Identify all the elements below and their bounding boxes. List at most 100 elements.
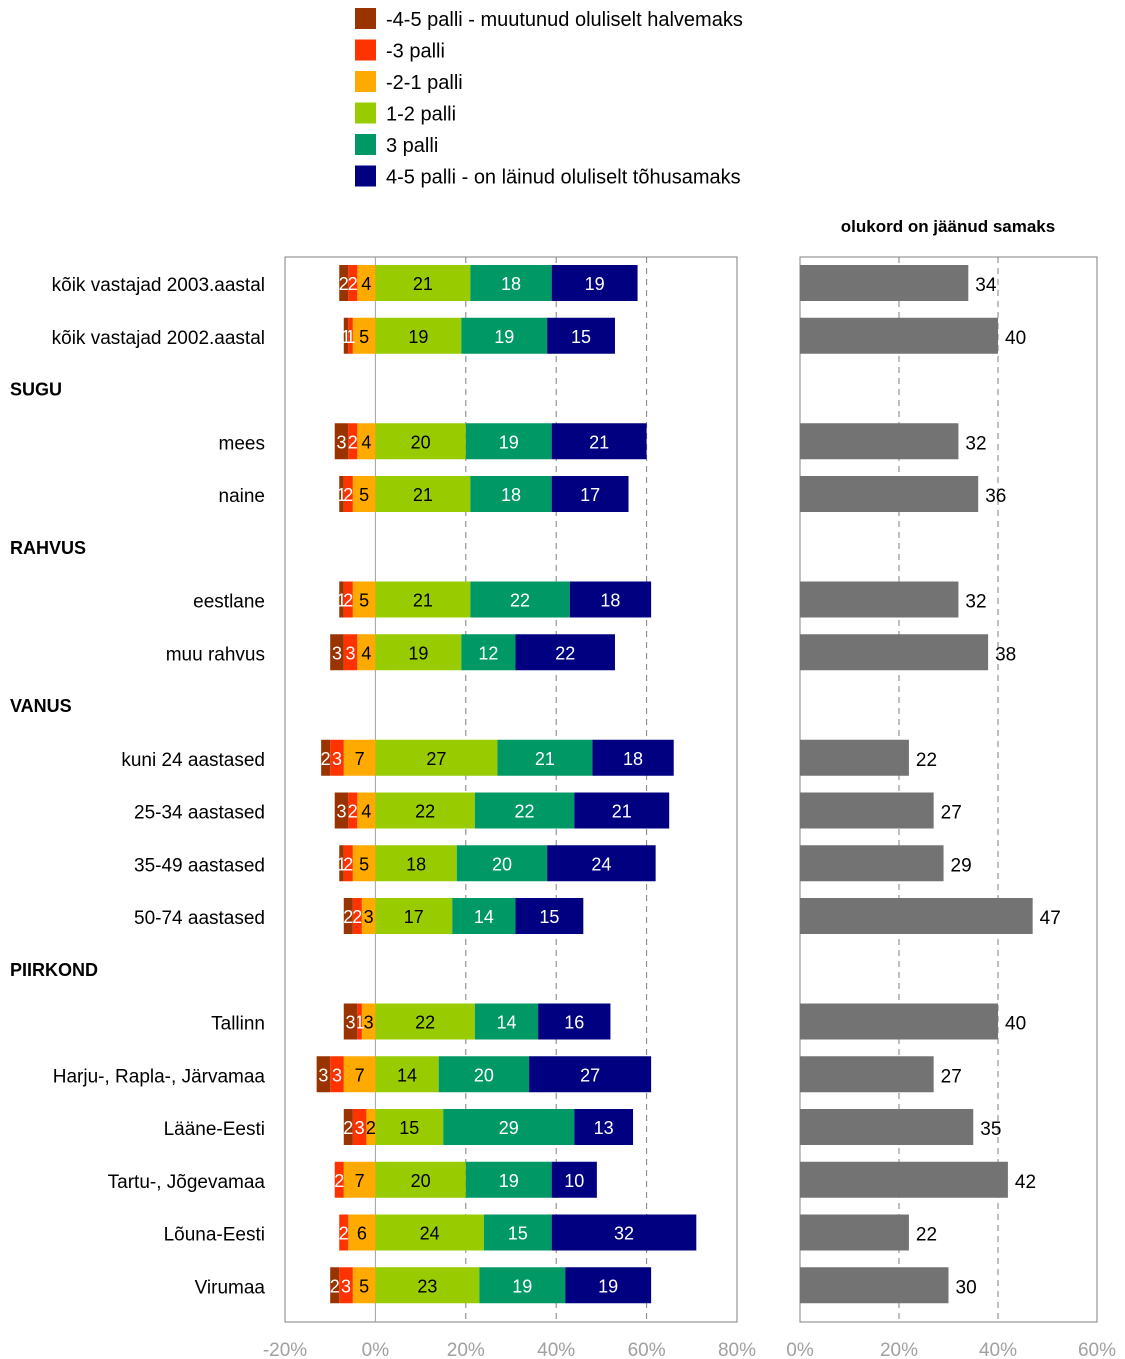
bar-segment — [375, 317, 462, 354]
bar-segment — [357, 423, 376, 460]
bar-segment — [375, 1109, 444, 1145]
bar-segment-label: 32 — [614, 1224, 634, 1244]
bar-segment — [352, 1109, 367, 1145]
category-label: kõik vastajad 2003.aastal — [52, 275, 265, 296]
bar-segment-label: 2 — [321, 749, 331, 769]
bar-segment — [361, 1003, 376, 1040]
category-label: muu rahvus — [166, 644, 265, 665]
same-bar-value-label: 32 — [965, 433, 986, 454]
bar-segment-label: 1 — [336, 591, 346, 611]
bar-segment — [348, 317, 353, 354]
same-bar-value-label: 22 — [916, 750, 937, 771]
bar-segment-label: 19 — [408, 643, 428, 663]
x-tick-label: 20% — [447, 1340, 485, 1359]
bar-segment — [339, 265, 349, 301]
bar-segment — [474, 792, 575, 829]
legend-swatch — [355, 39, 376, 61]
bar-segment-label: 14 — [397, 1065, 417, 1085]
bar-segment-label: 29 — [499, 1118, 519, 1138]
bar-segment-label: 4 — [361, 274, 371, 294]
bar-segment — [357, 634, 376, 671]
category-label: Tartu-, Jõgevamaa — [108, 1172, 266, 1193]
x-tick-label: 60% — [628, 1340, 666, 1359]
legend-label: 3 palli — [386, 135, 438, 157]
category-label: 35-49 aastased — [134, 855, 265, 876]
bar-segment — [375, 265, 471, 301]
bar-segment-label: 21 — [535, 749, 555, 769]
bar-segment — [348, 1214, 376, 1251]
bar-segment — [375, 739, 498, 776]
bar-segment — [339, 845, 344, 882]
bar-segment — [443, 1109, 575, 1145]
same-bar — [800, 581, 959, 618]
right-chart-title: olukord on jäänud samaks — [841, 217, 1055, 236]
bar-segment-label: 19 — [499, 432, 519, 452]
bar-segment-label: 2 — [330, 1276, 340, 1296]
bar-segment — [461, 317, 548, 354]
same-bar — [800, 1056, 934, 1093]
bar-segment-label: 2 — [343, 854, 353, 874]
bar-segment — [551, 476, 629, 512]
bar-segment-label: 3 — [346, 1013, 356, 1033]
bar-segment-label: 5 — [359, 1276, 369, 1296]
bar-segment-label: 3 — [364, 907, 374, 927]
bar-segment — [357, 1003, 362, 1040]
bar-segment-label: 15 — [571, 327, 591, 347]
bar-segment — [515, 898, 584, 934]
bar-segment — [348, 423, 358, 460]
bar-segment — [479, 1267, 566, 1304]
bar-segment-label: 18 — [623, 749, 643, 769]
bar-segment-label: 1 — [341, 327, 351, 347]
category-label: Tallinn — [211, 1014, 265, 1035]
bar-segment — [456, 845, 548, 882]
bar-segment — [343, 898, 353, 934]
legend-label: -3 palli — [386, 41, 445, 63]
bar-segment-label: 18 — [501, 274, 521, 294]
bar-segment-label: 20 — [474, 1065, 494, 1085]
x-tick-label: 20% — [880, 1340, 918, 1359]
bar-segment-label: 4 — [361, 643, 371, 663]
category-label: mees — [219, 433, 265, 454]
bar-segment — [334, 1161, 344, 1198]
category-labels: kõik vastajad 2003.aastal kõik vastajad 2… — [10, 275, 265, 1298]
bar-segment-label: 2 — [334, 1171, 344, 1191]
legend: -4-5 palli - muutunud oluliselt halvemak… — [355, 8, 743, 189]
bar-segment-label: 20 — [411, 432, 431, 452]
bar-segment — [461, 634, 516, 671]
bar-segment-label: 1 — [346, 327, 356, 347]
category-label: naine — [219, 486, 266, 507]
bar-segment-label: 18 — [406, 854, 426, 874]
bar-segment-label: 20 — [411, 1171, 431, 1191]
bar-segment-label: 22 — [515, 802, 535, 822]
bar-segment-label: 2 — [343, 485, 353, 505]
bar-segment — [343, 317, 349, 354]
same-bar — [800, 1003, 998, 1040]
bar-segment — [551, 1161, 597, 1198]
bar-segment-label: 3 — [332, 643, 342, 663]
bar-segment — [465, 423, 552, 460]
bar-segment — [339, 1267, 353, 1304]
bar-segment — [343, 1161, 376, 1198]
bar-segment — [438, 1056, 530, 1093]
bar-segment — [330, 1056, 344, 1093]
bar-segment-label: 3 — [336, 432, 346, 452]
bar-segment — [470, 265, 552, 301]
same-bar — [800, 423, 959, 460]
legend-label: 1-2 palli — [386, 104, 456, 126]
bar-segment-label: 17 — [404, 907, 424, 927]
bar-segment — [574, 1109, 634, 1145]
bar-segment-label: 21 — [589, 432, 609, 452]
section-header: SUGU — [10, 380, 62, 400]
x-tick-label: 40% — [979, 1340, 1017, 1359]
same-bar — [800, 1214, 909, 1251]
bar-segment-label: 19 — [494, 327, 514, 347]
bar-segment-label: 19 — [512, 1276, 532, 1296]
section-header: RAHVUS — [10, 538, 86, 558]
legend-swatch — [355, 134, 376, 155]
bar-segment — [348, 792, 358, 829]
bar-segment — [375, 1267, 480, 1304]
bar-segment — [352, 317, 376, 354]
bar-segment — [321, 739, 331, 776]
